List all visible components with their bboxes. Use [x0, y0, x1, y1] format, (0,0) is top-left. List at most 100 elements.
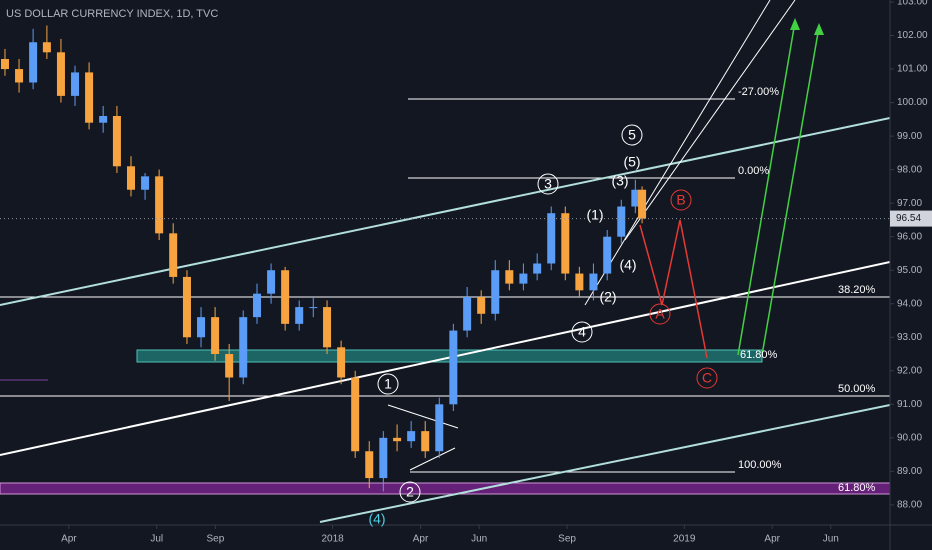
- y-tick-label: 102.00: [897, 30, 928, 41]
- wave-label: 5: [628, 127, 636, 143]
- wave-circle: [649, 303, 671, 325]
- y-tick-label: 91.00: [897, 399, 922, 410]
- candle-body: [15, 69, 24, 83]
- candle-body: [253, 293, 262, 318]
- wave-label: (3): [611, 173, 628, 189]
- wave-label: (4): [368, 511, 385, 527]
- x-tick-label: Apr: [413, 534, 429, 545]
- candle-body: [267, 270, 276, 294]
- x-tick-label: Sep: [558, 534, 576, 545]
- candle-body: [638, 189, 647, 219]
- trend-line: [409, 447, 456, 471]
- candle-body: [182, 276, 191, 338]
- wave-label: (4): [619, 257, 636, 273]
- trend-line: [387, 404, 459, 429]
- x-tick-label: Sep: [206, 534, 224, 545]
- candle-body: [0, 59, 9, 70]
- chart-title: US DOLLAR CURRENCY INDEX, 1D, TVC: [6, 8, 218, 20]
- y-tick-label: 100.00: [897, 97, 928, 108]
- candle-body: [379, 437, 388, 479]
- candle-body: [393, 437, 402, 442]
- trend-line: [624, 0, 796, 241]
- trend-line: [584, 0, 771, 306]
- fib-label: 61.80%: [740, 349, 778, 361]
- x-tick-label: Jun: [823, 534, 839, 545]
- candle-body: [631, 189, 640, 207]
- candle-body: [99, 115, 108, 123]
- arrow-head: [814, 23, 824, 35]
- candle-body: [337, 347, 346, 378]
- y-tick-label: 89.00: [897, 466, 922, 477]
- projection-arrow: [761, 26, 820, 356]
- projection-arrow: [737, 21, 796, 356]
- candle-body: [29, 42, 38, 83]
- x-tick-label: 2019: [673, 534, 696, 545]
- candle-body: [365, 451, 374, 479]
- fib-label: 50.00%: [838, 383, 876, 395]
- wave-circle: [670, 189, 692, 211]
- y-tick-label: 90.00: [897, 432, 922, 443]
- candle-body: [407, 431, 416, 442]
- candle-body: [533, 263, 542, 274]
- y-tick-label: 93.00: [897, 332, 922, 343]
- wave-label: 1: [384, 376, 392, 392]
- candle-body: [56, 52, 65, 96]
- x-tick-label: Apr: [764, 534, 780, 545]
- candle-body: [71, 72, 80, 96]
- candle-body: [239, 317, 248, 378]
- y-tick-label: 88.00: [897, 500, 922, 511]
- trend-line: [319, 404, 891, 523]
- candle-body: [519, 273, 528, 284]
- y-tick-label: 96.00: [897, 231, 922, 242]
- x-tick-label: 2018: [321, 534, 344, 545]
- trend-line: [0, 261, 891, 456]
- last-price-label: 96.54: [896, 213, 921, 224]
- candle-body: [85, 72, 94, 123]
- candle-body: [435, 404, 444, 452]
- candle-body: [42, 42, 51, 53]
- candle-body: [225, 354, 234, 378]
- candle-body: [281, 270, 290, 324]
- y-tick-label: 99.00: [897, 131, 922, 142]
- candle-body: [603, 236, 612, 274]
- wave-circle: [399, 481, 421, 503]
- wave-circle: [377, 373, 399, 395]
- candle-body: [155, 176, 164, 234]
- wave-circle: [696, 367, 718, 389]
- y-tick-label: 103.00: [897, 0, 928, 8]
- candle-body: [491, 270, 500, 314]
- wave-circle: [571, 321, 593, 343]
- candle-body: [463, 297, 472, 331]
- wave-circle: [621, 124, 643, 146]
- candle-body: [477, 297, 486, 314]
- arrow-head: [790, 18, 800, 30]
- y-tick-label: 97.00: [897, 198, 922, 209]
- wave-label: A: [655, 306, 665, 322]
- candle-body: [141, 176, 150, 190]
- x-tick-label: Jul: [150, 534, 163, 545]
- fib-label: 61.80%: [838, 482, 876, 494]
- fib-zone: [0, 482, 891, 495]
- candle-body: [547, 213, 556, 264]
- candle-body: [589, 273, 598, 291]
- wave-label: 2: [406, 484, 414, 500]
- projection-arrow: [639, 219, 708, 359]
- candle-body: [112, 115, 121, 167]
- wave-label: B: [676, 192, 685, 208]
- candle-body: [505, 270, 514, 284]
- y-tick-label: 94.00: [897, 298, 922, 309]
- candle-body: [197, 317, 206, 338]
- candle-body: [169, 233, 178, 277]
- trend-line: [0, 117, 891, 306]
- wave-label: (1): [586, 207, 603, 223]
- candle-body: [449, 330, 458, 405]
- fib-label: -27.00%: [738, 86, 779, 98]
- candle-body: [617, 206, 626, 237]
- x-tick-label: Jun: [471, 534, 487, 545]
- y-tick-label: 101.00: [897, 64, 928, 75]
- candle-body: [309, 307, 318, 309]
- candle-body: [126, 166, 135, 190]
- fib-label: 100.00%: [738, 459, 782, 471]
